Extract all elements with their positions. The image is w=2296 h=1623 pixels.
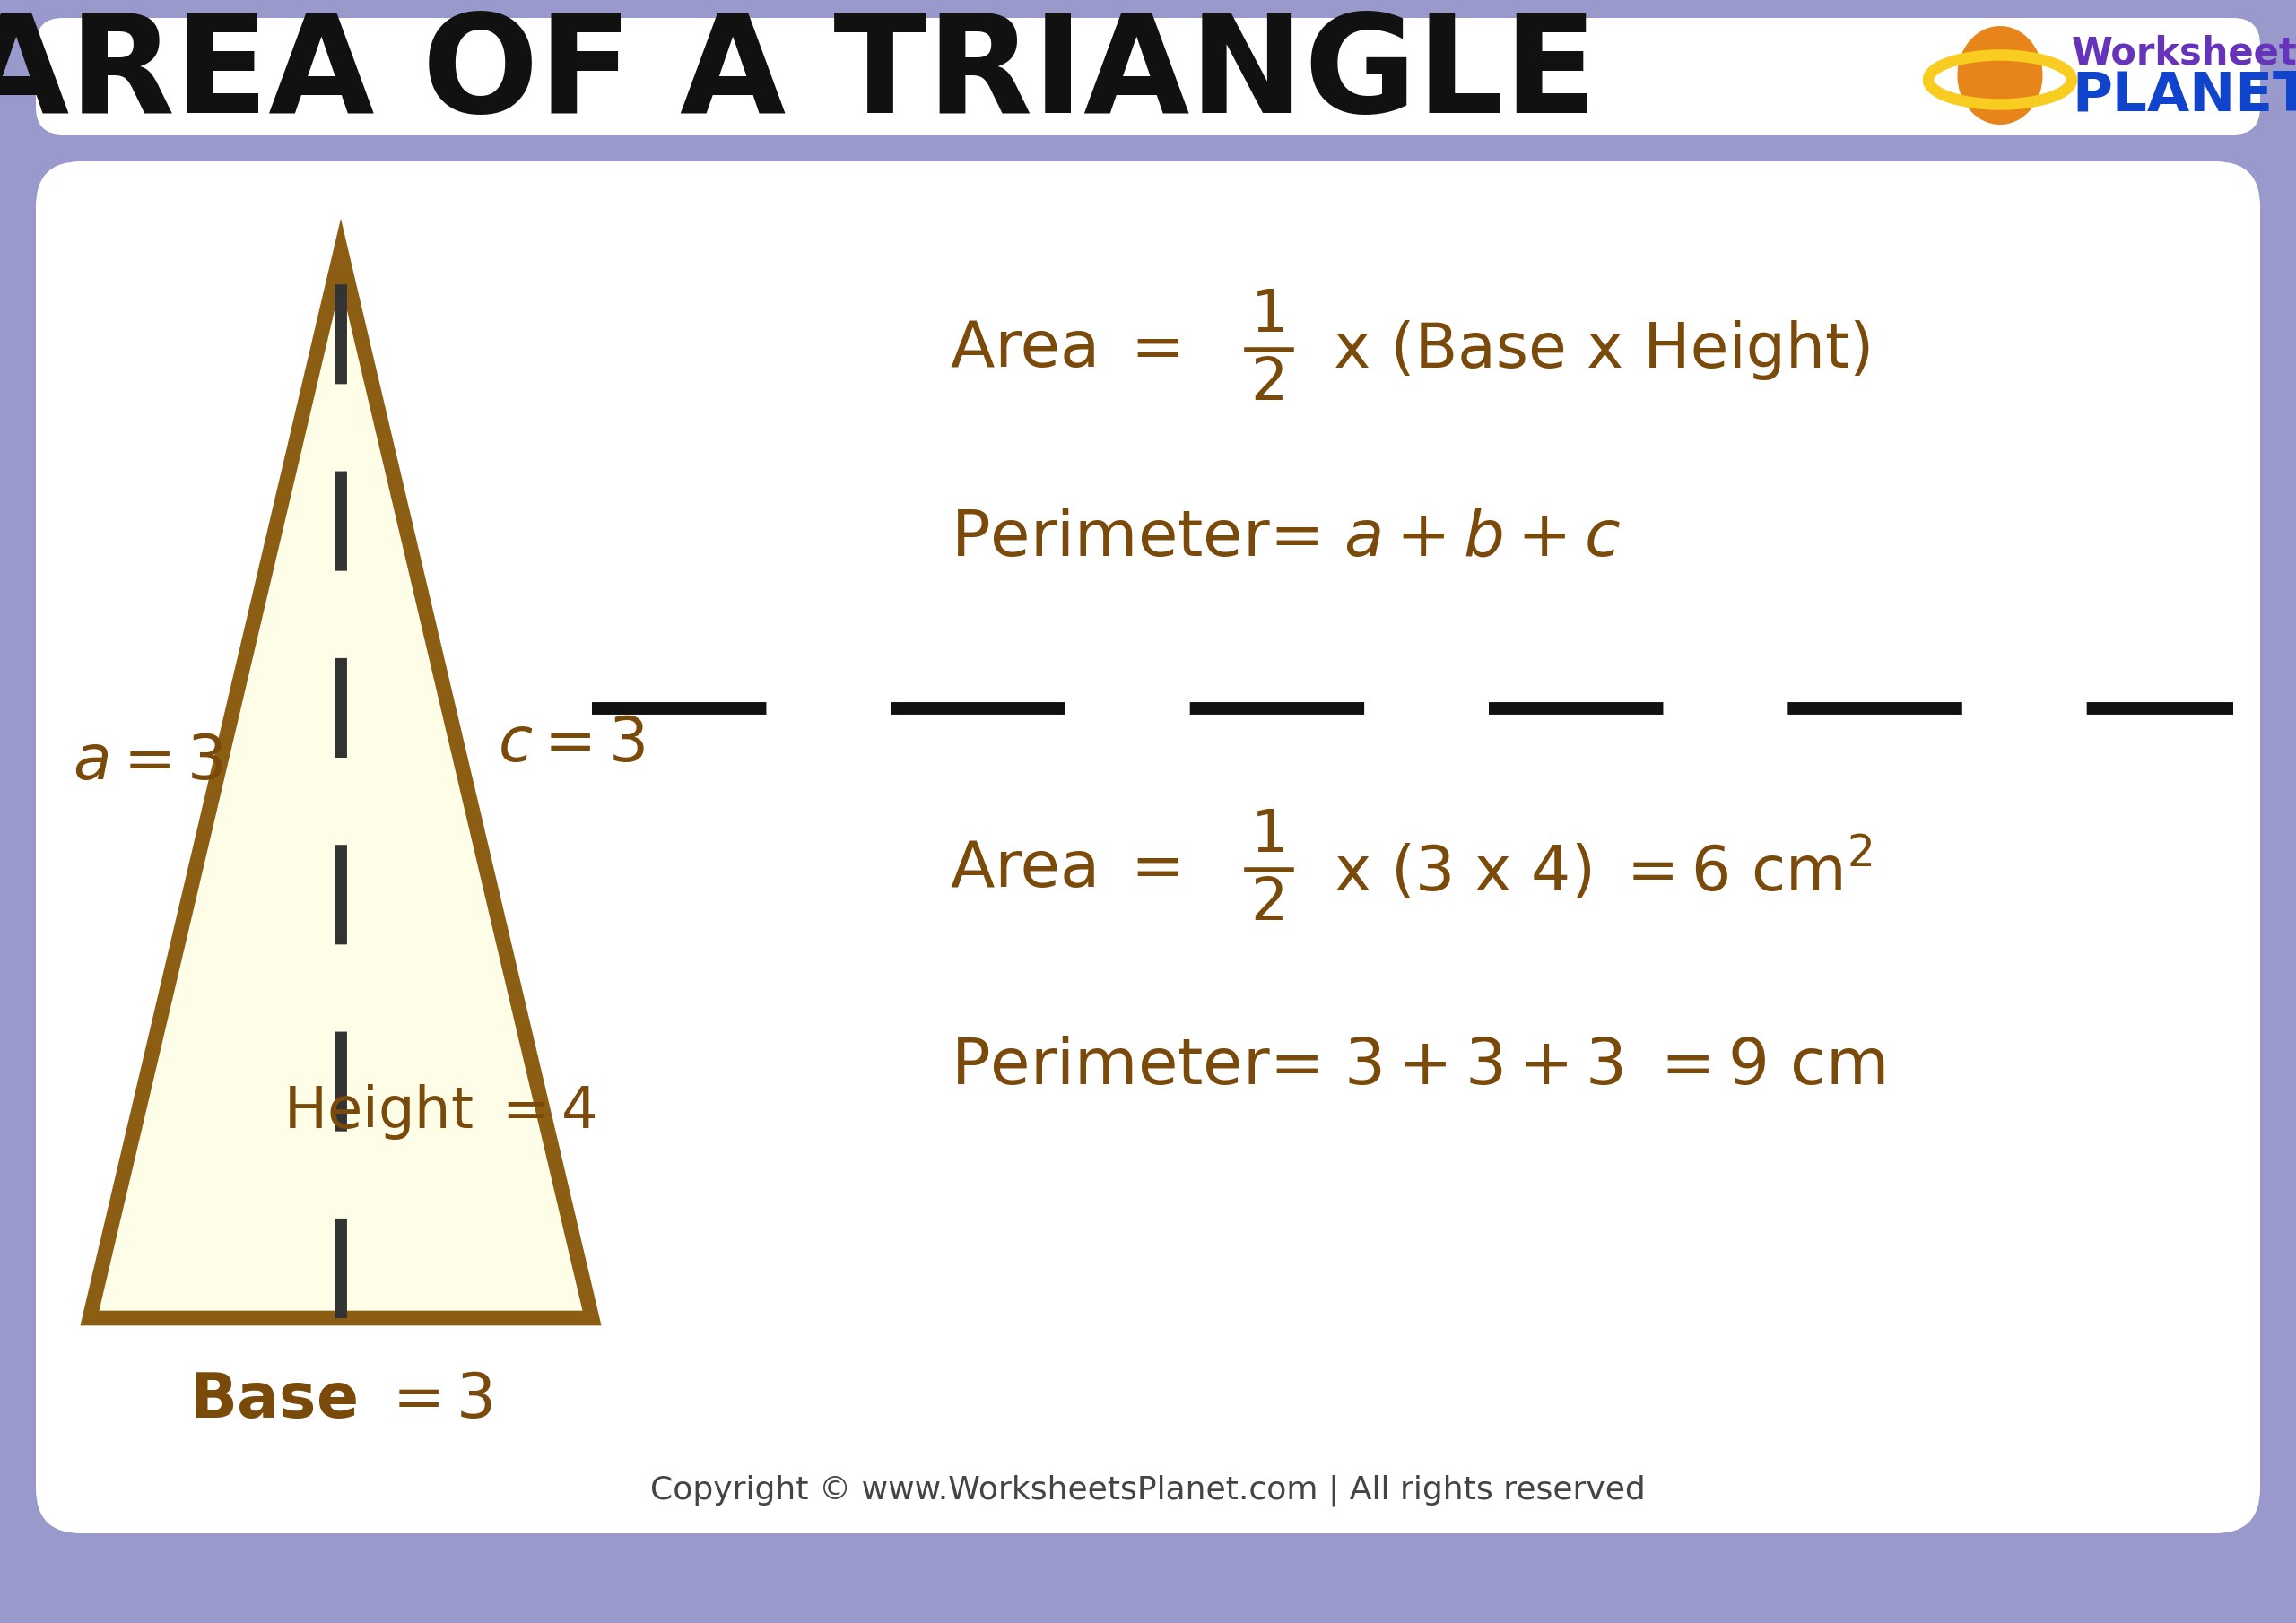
Text: Perimeter= $3 + 3 + 3\ = 9\ \mathregular{cm}$: Perimeter= $3 + 3 + 3\ = 9\ \mathregular… xyxy=(951,1035,1885,1099)
Text: $c = 3$: $c = 3$ xyxy=(498,714,645,774)
Text: Base $= 3$: Base $= 3$ xyxy=(188,1370,494,1430)
Text: PLANET: PLANET xyxy=(2071,70,2296,122)
Text: 2: 2 xyxy=(1251,875,1288,933)
Text: x (3 x 4) $= 6\ \mathregular{cm}^2$: x (3 x 4) $= 6\ \mathregular{cm}^2$ xyxy=(1313,836,1871,904)
Text: Worksheets: Worksheets xyxy=(2071,36,2296,73)
FancyBboxPatch shape xyxy=(37,161,2259,1534)
Text: $a = 3$: $a = 3$ xyxy=(73,732,223,792)
Text: Perimeter= $a + b + c$: Perimeter= $a + b + c$ xyxy=(951,506,1621,570)
Text: 2: 2 xyxy=(1251,355,1288,412)
Polygon shape xyxy=(90,252,592,1318)
Text: Height $= 4$: Height $= 4$ xyxy=(282,1083,597,1141)
Ellipse shape xyxy=(1958,26,2043,125)
Text: Area: Area xyxy=(951,318,1120,381)
Text: =: = xyxy=(1130,318,1185,381)
FancyBboxPatch shape xyxy=(37,18,2259,135)
Text: AREA OF A TRIANGLE: AREA OF A TRIANGLE xyxy=(0,8,1598,143)
Text: x (Base x Height): x (Base x Height) xyxy=(1313,320,1874,380)
Text: 1: 1 xyxy=(1251,807,1288,865)
Text: 1: 1 xyxy=(1251,287,1288,344)
Text: =: = xyxy=(1130,839,1185,901)
Text: Area: Area xyxy=(951,839,1120,901)
Text: Copyright © www.WorksheetsPlanet.com | All rights reserved: Copyright © www.WorksheetsPlanet.com | A… xyxy=(650,1474,1646,1506)
